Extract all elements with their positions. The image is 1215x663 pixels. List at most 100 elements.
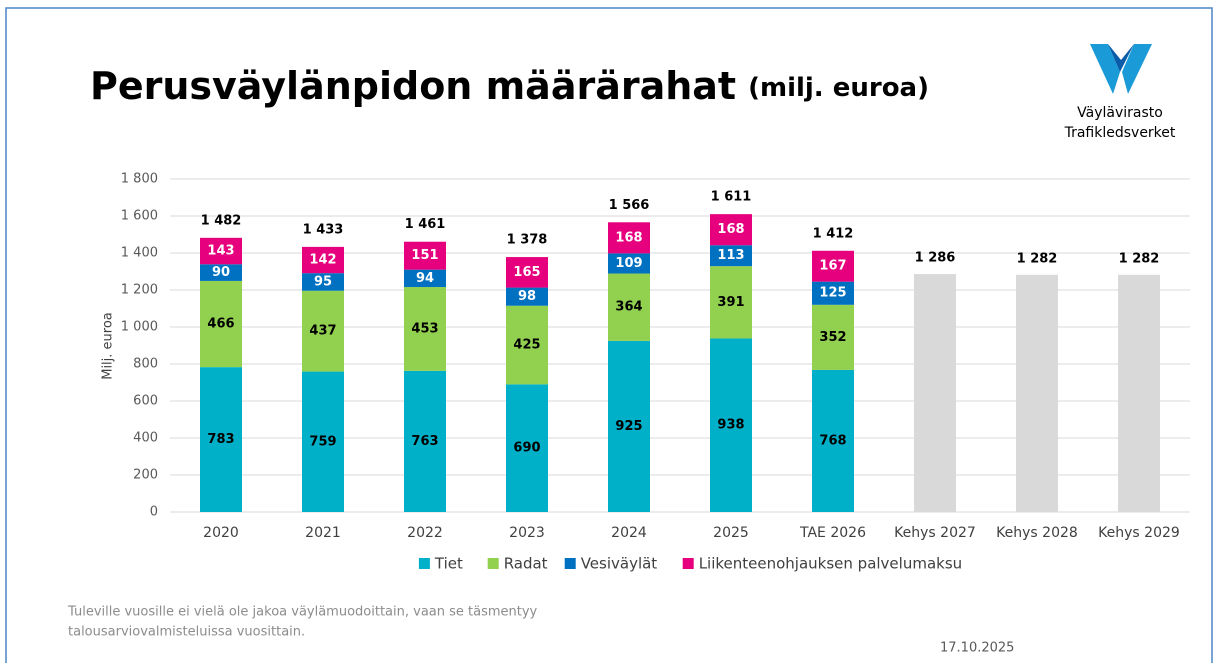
data-label: 938 [717, 418, 744, 433]
data-label: 453 [411, 321, 438, 336]
total-label: 1 282 [1017, 251, 1058, 266]
slide-border [5, 7, 1213, 663]
bar-segment [812, 304, 854, 370]
data-label: 425 [513, 338, 540, 353]
data-label: 759 [309, 434, 336, 449]
title-main: Perusväylänpidon määrärahat [90, 64, 736, 108]
data-label: 364 [615, 300, 642, 315]
bar-segment [200, 367, 242, 512]
data-label: 165 [513, 265, 540, 280]
legend-swatch [418, 558, 430, 569]
bar-segment [404, 269, 446, 288]
bar-segment [404, 370, 446, 512]
bar-segment [404, 287, 446, 371]
bar-segment [506, 384, 548, 512]
data-label: 142 [309, 253, 336, 268]
data-label: 143 [207, 244, 234, 259]
title-sub: (milj. euroa) [748, 73, 929, 103]
logo-text: Väylävirasto [1077, 105, 1163, 121]
total-label: 1 611 [711, 189, 752, 204]
data-label: 125 [819, 286, 846, 301]
bar-segment [302, 371, 344, 512]
total-label: 1 566 [609, 198, 650, 213]
x-tick-label: Kehys 2028 [996, 525, 1078, 541]
data-label: 109 [615, 256, 642, 271]
data-label: 925 [615, 419, 642, 434]
bar-segment [302, 273, 344, 291]
x-tick-label: Kehys 2029 [1098, 525, 1180, 541]
logo-mid [1108, 44, 1134, 72]
data-label: 391 [717, 295, 744, 310]
bar-segment [302, 246, 344, 274]
data-label: 94 [416, 271, 434, 286]
y-tick-label: 1 400 [121, 246, 158, 261]
y-tick-label: 600 [133, 394, 158, 409]
legend-label: Tiet [434, 555, 463, 573]
data-label: 168 [615, 230, 642, 245]
data-label: 151 [411, 248, 438, 263]
data-label: 783 [207, 432, 234, 447]
bar-segment [914, 274, 956, 512]
total-label: 1 378 [507, 233, 548, 248]
total-label: 1 286 [915, 251, 956, 266]
x-tick-label: TAE 2026 [799, 525, 866, 541]
bar-segment [506, 305, 548, 385]
title: Perusväylänpidon määrärahat (milj. euroa) [90, 64, 929, 108]
total-label: 1 482 [201, 213, 242, 228]
bar-segment [608, 253, 650, 274]
footnote: Tuleville vuosille ei vielä ole jakoa vä… [67, 605, 538, 620]
bar-segment [608, 273, 650, 341]
x-tick-label: 2022 [407, 525, 443, 541]
x-tick-label: 2025 [713, 525, 749, 541]
y-tick-label: 1 200 [121, 283, 158, 298]
bar-segment [608, 222, 650, 254]
legend-label: Radat [504, 555, 548, 573]
data-label: 95 [314, 274, 332, 289]
y-tick-label: 800 [133, 357, 158, 372]
logo-right [1122, 44, 1152, 94]
data-label: 690 [513, 441, 540, 456]
bar-segment [506, 287, 548, 306]
x-tick-label: 2021 [305, 525, 341, 541]
bar-segment [1016, 274, 1058, 512]
y-axis-label: Milj. euroa [101, 312, 116, 380]
total-label: 1 433 [303, 222, 344, 237]
data-label: 98 [518, 289, 536, 304]
bar-segment [200, 280, 242, 368]
y-tick-label: 200 [133, 468, 158, 483]
bar-segment [506, 257, 548, 288]
bar-segment [608, 340, 650, 512]
bar-segment [812, 369, 854, 512]
data-label: 352 [819, 330, 846, 345]
data-label: 167 [819, 259, 846, 274]
y-tick-label: 1 800 [121, 172, 158, 187]
data-label: 763 [411, 434, 438, 449]
data-label: 466 [207, 317, 234, 332]
bar-segment [812, 250, 854, 282]
y-tick-label: 0 [150, 505, 158, 520]
data-label: 768 [819, 433, 846, 448]
data-label: 113 [717, 248, 744, 263]
total-label: 1 461 [405, 217, 446, 232]
bar-segment [710, 245, 752, 267]
total-label: 1 412 [813, 226, 854, 241]
legend-swatch [487, 558, 499, 569]
bar-segment [710, 338, 752, 512]
bar-segment [710, 214, 752, 246]
x-tick-label: 2020 [203, 525, 239, 541]
bar-segment [404, 241, 446, 270]
logo [1090, 44, 1152, 94]
bar-segment [302, 290, 344, 372]
legend-label: Liikenteenohjauksen palvelumaksu [699, 555, 962, 573]
bar-segment [1118, 274, 1160, 512]
footnote: talousarviovalmisteluissa vuosittain. [68, 625, 305, 640]
total-label: 1 282 [1119, 251, 1160, 266]
y-tick-label: 1 000 [121, 320, 158, 335]
logo-text: Trafikledsverket [1064, 125, 1176, 141]
legend-swatch [682, 558, 694, 569]
data-label: 90 [212, 265, 230, 280]
bar-segment [710, 266, 752, 339]
date: 17.10.2025 [940, 641, 1014, 656]
y-tick-label: 400 [133, 431, 158, 446]
